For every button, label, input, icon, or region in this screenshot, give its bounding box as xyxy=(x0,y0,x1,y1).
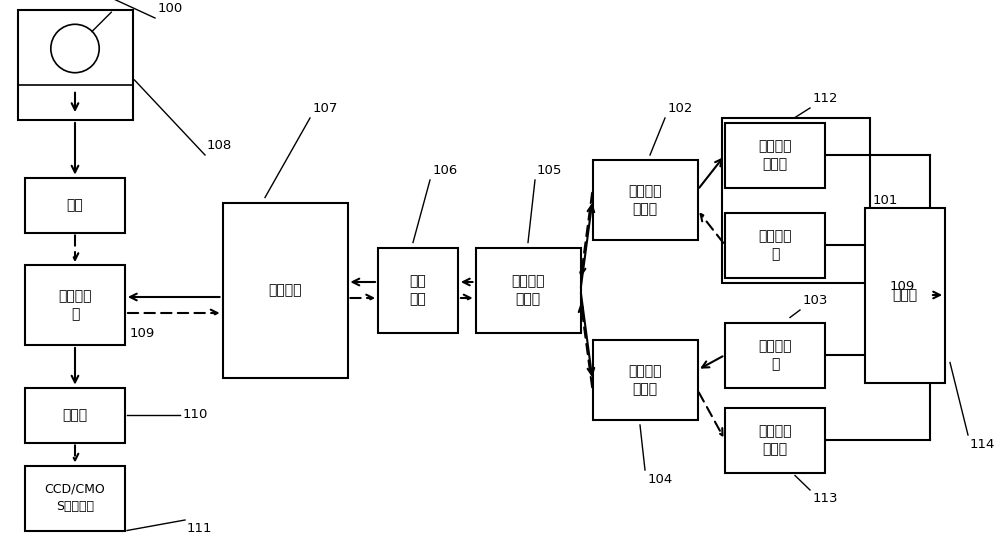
Text: 第一光电
探测器: 第一光电 探测器 xyxy=(758,139,792,171)
FancyBboxPatch shape xyxy=(725,408,825,473)
FancyBboxPatch shape xyxy=(725,322,825,387)
FancyBboxPatch shape xyxy=(25,177,125,233)
Text: 109: 109 xyxy=(890,280,915,293)
FancyBboxPatch shape xyxy=(18,10,132,120)
Text: 第二光纤
耦合器: 第二光纤 耦合器 xyxy=(628,364,662,396)
Text: 107: 107 xyxy=(313,102,338,115)
Text: 108: 108 xyxy=(207,139,232,152)
Text: 100: 100 xyxy=(158,2,183,15)
Text: 106: 106 xyxy=(433,164,458,177)
Text: 109: 109 xyxy=(130,327,155,340)
Text: 物镜: 物镜 xyxy=(67,198,83,212)
FancyBboxPatch shape xyxy=(725,213,825,278)
Text: 102: 102 xyxy=(668,102,693,115)
Text: 第二光电
探测器: 第二光电 探测器 xyxy=(758,424,792,456)
Text: 110: 110 xyxy=(183,408,208,422)
Text: 中继镜: 中继镜 xyxy=(62,408,88,422)
FancyBboxPatch shape xyxy=(378,247,458,332)
Text: CCD/CMO
S成像装置: CCD/CMO S成像装置 xyxy=(45,483,105,513)
Text: 101: 101 xyxy=(873,193,898,207)
Text: 112: 112 xyxy=(813,92,838,105)
Text: 105: 105 xyxy=(537,164,562,177)
Text: 半透半反
镜: 半透半反 镜 xyxy=(58,289,92,321)
FancyBboxPatch shape xyxy=(476,247,580,332)
FancyBboxPatch shape xyxy=(25,387,125,442)
FancyBboxPatch shape xyxy=(592,160,698,240)
Text: 103: 103 xyxy=(803,294,828,307)
Text: 104: 104 xyxy=(648,473,673,486)
Text: 单模
光纤: 单模 光纤 xyxy=(410,274,426,306)
Text: 114: 114 xyxy=(970,438,995,451)
Text: 第一光纤
耦合器: 第一光纤 耦合器 xyxy=(628,184,662,216)
Text: 第一激光
器: 第一激光 器 xyxy=(758,229,792,261)
Text: 113: 113 xyxy=(813,492,838,505)
Text: 第二激光
器: 第二激光 器 xyxy=(758,339,792,371)
Text: 111: 111 xyxy=(187,522,212,535)
FancyBboxPatch shape xyxy=(592,340,698,420)
FancyBboxPatch shape xyxy=(25,466,125,531)
Text: 第三光纤
耦合器: 第三光纤 耦合器 xyxy=(511,274,545,306)
FancyBboxPatch shape xyxy=(25,265,125,345)
FancyBboxPatch shape xyxy=(865,208,945,382)
FancyBboxPatch shape xyxy=(725,122,825,187)
Text: 准直元件: 准直元件 xyxy=(268,283,302,297)
FancyBboxPatch shape xyxy=(222,203,348,377)
Text: 控制器: 控制器 xyxy=(892,288,918,302)
